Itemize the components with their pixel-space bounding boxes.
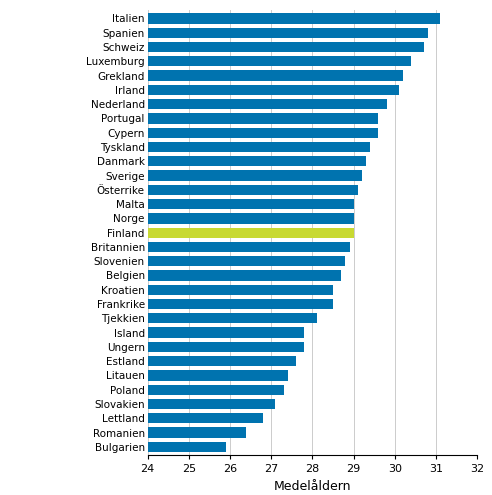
- Bar: [0, 442, 226, 452]
- Bar: [0, 99, 387, 109]
- Bar: [0, 270, 341, 281]
- Bar: [0, 356, 296, 366]
- Bar: [0, 385, 283, 395]
- Bar: [0, 242, 349, 252]
- Bar: [0, 328, 304, 338]
- Bar: [0, 42, 424, 52]
- Bar: [0, 199, 354, 209]
- Bar: [0, 399, 276, 409]
- Bar: [0, 342, 304, 352]
- Bar: [0, 128, 378, 138]
- Bar: [0, 256, 345, 266]
- Bar: [0, 70, 403, 81]
- Bar: [0, 113, 378, 124]
- Bar: [0, 228, 354, 238]
- Bar: [0, 85, 399, 95]
- Bar: [0, 156, 366, 166]
- Bar: [0, 142, 370, 152]
- Bar: [0, 427, 246, 438]
- Bar: [0, 185, 358, 195]
- Bar: [0, 413, 263, 423]
- Bar: [0, 313, 316, 323]
- Bar: [0, 299, 333, 309]
- Bar: [0, 285, 333, 295]
- Bar: [0, 170, 362, 181]
- Bar: [0, 28, 428, 38]
- X-axis label: Medelåldern: Medelåldern: [274, 480, 351, 493]
- Bar: [0, 213, 354, 224]
- Bar: [0, 13, 440, 24]
- Bar: [0, 56, 411, 66]
- Bar: [0, 370, 288, 381]
